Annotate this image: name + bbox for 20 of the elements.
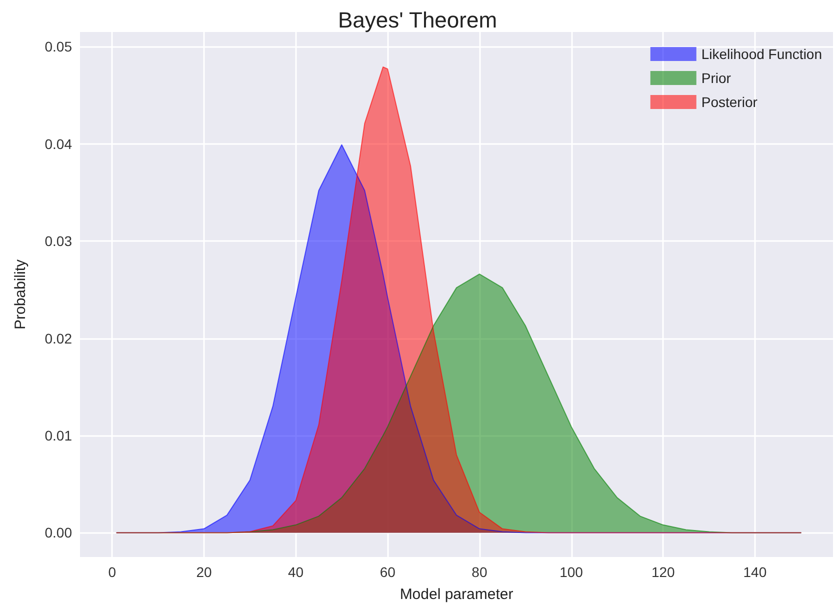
x-tick-label: 60 — [380, 564, 396, 580]
legend-label: Prior — [701, 70, 732, 86]
chart-title: Bayes' Theorem — [338, 8, 498, 32]
y-axis-title: Probability — [12, 258, 29, 330]
y-tick-label: 0.05 — [44, 38, 72, 55]
x-tick-label: 140 — [743, 564, 767, 580]
x-tick-label: 0 — [108, 564, 116, 580]
x-axis-title: Model parameter — [400, 586, 514, 603]
x-tick-label: 40 — [288, 564, 304, 580]
x-tick-label: 120 — [651, 564, 676, 580]
y-tick-label: 0.02 — [44, 330, 72, 346]
y-tick-label: 0.04 — [44, 136, 72, 152]
y-tick-label: 0.00 — [44, 524, 72, 541]
legend-label: Posterior — [701, 94, 758, 110]
legend-label: Likelihood Function — [701, 46, 822, 62]
x-tick-label: 80 — [472, 564, 488, 580]
x-tick-label: 20 — [196, 564, 212, 580]
x-tick-label: 100 — [560, 564, 584, 580]
y-tick-label: 0.03 — [44, 233, 72, 250]
y-tick-label: 0.01 — [44, 427, 72, 444]
